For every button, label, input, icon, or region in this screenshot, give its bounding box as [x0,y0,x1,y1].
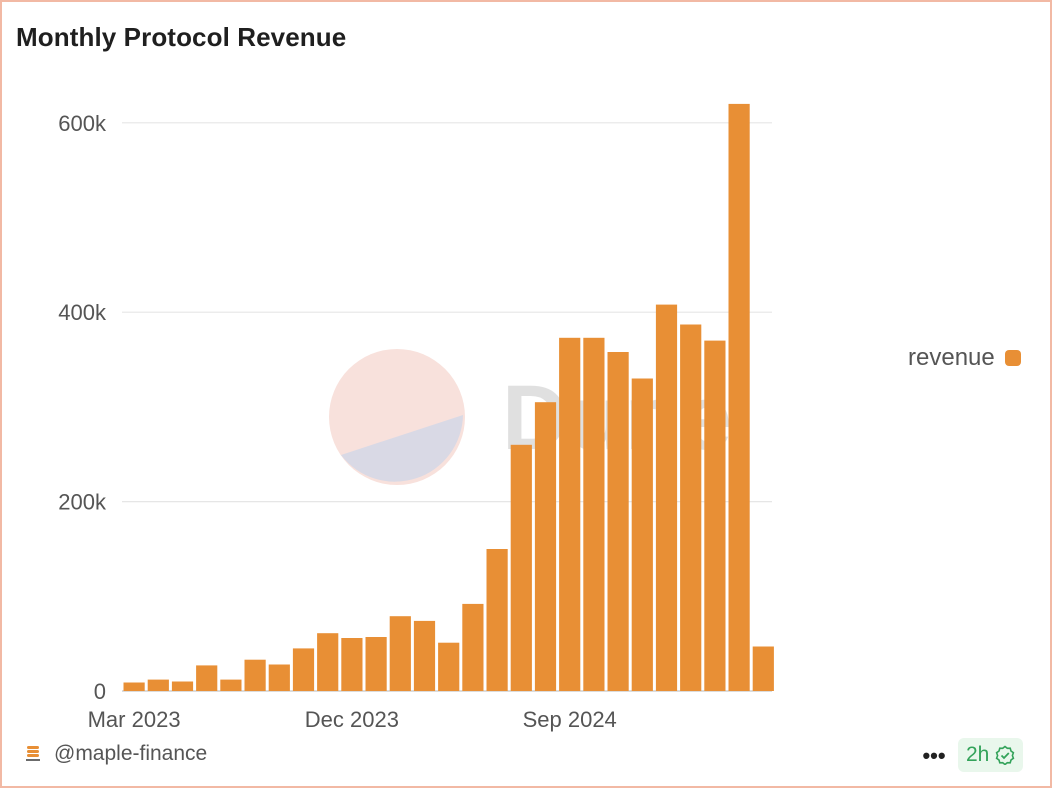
x-tick-label: Mar 2023 [88,707,181,732]
revenue-bar[interactable]: Apr 2023: 12000 [147,679,169,691]
revenue-bar[interactable]: Dec 2023: 56000 [341,638,363,691]
author-handle: @maple-finance [54,742,208,765]
revenue-bar[interactable]: Mar 2024: 74000 [413,620,436,691]
revenue-bar[interactable]: Nov 2024: 358000 [607,352,629,691]
revenue-bar[interactable]: Sep 2023: 28000 [268,664,290,692]
revenue-bar[interactable]: Oct 2024: 373000 [583,337,605,691]
revenue-bar[interactable]: Jan 2025: 408000 [655,304,678,691]
revenue-bar[interactable]: May 2024: 92000 [462,603,484,691]
revenue-bar[interactable]: Jun 2024: 150000 [486,549,508,691]
revenue-bar[interactable]: Jul 2024: 260000 [510,444,532,691]
x-tick-label: Dec 2023 [305,707,399,732]
x-tick-label: Sep 2024 [523,707,617,732]
y-tick-label: 0 [94,679,106,704]
revenue-bar[interactable]: Mar 2023: 9000 [123,682,145,692]
y-tick-label: 400k [58,300,107,325]
revenue-bar[interactable]: May 2023: 10000 [171,681,194,692]
chart-title: Monthly Protocol Revenue [16,22,347,52]
revenue-bar[interactable]: Aug 2024: 305000 [534,402,557,691]
legend-swatch [1004,350,1021,366]
freshness-label: 2h [966,743,990,766]
revenue-bar[interactable]: Dec 2024: 330000 [631,378,653,692]
revenue-bar[interactable]: Jun 2023: 27000 [196,665,218,691]
freshness-badge[interactable]: 2h [958,738,1024,772]
revenue-bar[interactable]: Apr 2024: 51000 [438,642,460,691]
revenue-bar[interactable]: Feb 2024: 79000 [389,616,411,691]
y-tick-label: 200k [58,490,107,515]
more-options-button[interactable]: ••• [922,743,946,768]
revenue-bar[interactable]: Mar 2025: 370000 [704,340,726,691]
revenue-bar[interactable]: Jul 2023: 12000 [220,679,242,691]
revenue-bar[interactable]: Feb 2025: 387000 [680,324,702,692]
revenue-bar[interactable]: Apr 2025: 620000 [728,103,750,691]
maple-logo-icon [26,746,40,761]
legend-label: revenue [908,344,995,371]
y-tick-label: 600k [58,111,107,136]
revenue-bar[interactable]: Oct 2023: 45000 [292,648,315,691]
revenue-bar[interactable]: May 2025: 47000 [752,646,774,692]
verified-check-icon [996,745,1015,765]
revenue-bar[interactable]: Aug 2023: 33000 [244,659,266,691]
revenue-bar[interactable]: Jan 2024: 57000 [365,637,387,691]
author-link[interactable]: @maple-finance [24,742,207,766]
revenue-bar[interactable]: Nov 2023: 61000 [317,633,339,691]
chart-legend[interactable]: revenue [908,344,1021,372]
revenue-bar[interactable]: Sep 2024: 373000 [559,337,581,691]
dune-logo-lower-half [341,415,463,482]
